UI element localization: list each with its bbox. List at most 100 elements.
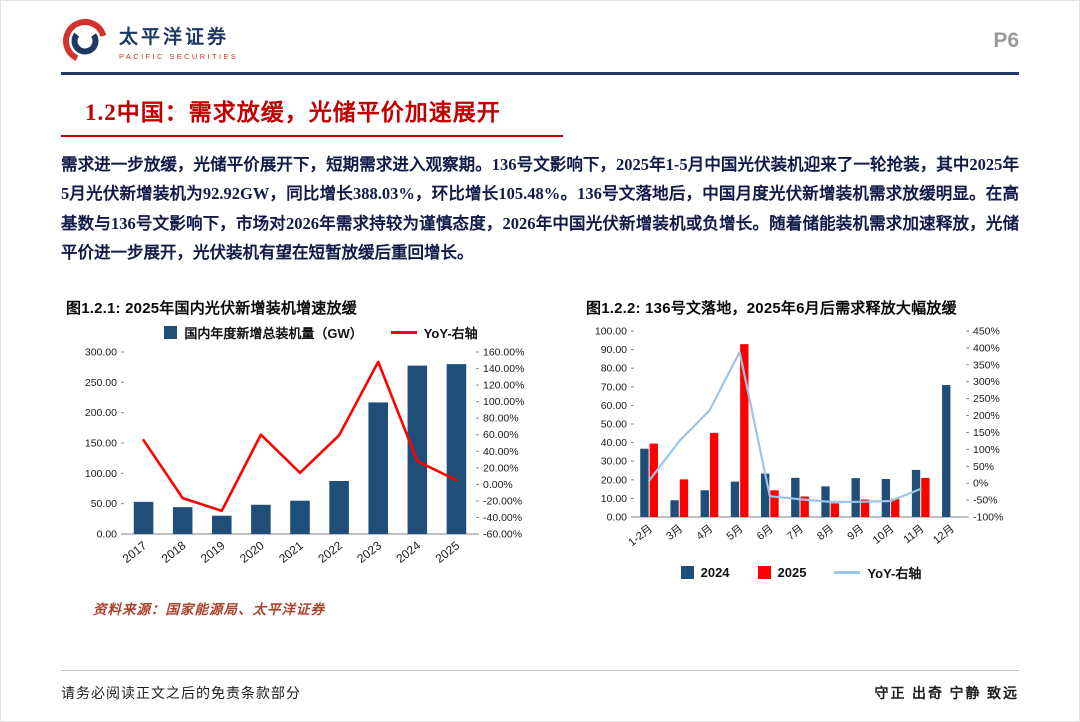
svg-text:50.00: 50.00 <box>91 499 117 511</box>
svg-text:-40.00%: -40.00% <box>483 512 522 524</box>
svg-text:150%: 150% <box>973 427 1000 439</box>
svg-text:2025: 2025 <box>433 539 463 567</box>
svg-text:2020: 2020 <box>237 539 267 567</box>
bar-swatch-icon <box>757 566 771 580</box>
legend-label: YoY-右轴 <box>867 566 922 582</box>
brand-text: 太平洋证券 PACIFIC SECURITIES <box>119 22 238 61</box>
svg-text:2022: 2022 <box>315 539 345 567</box>
svg-text:100.00: 100.00 <box>85 468 117 480</box>
bar-swatch-icon <box>680 566 694 580</box>
charts-row: 图1.2.1: 2025年国内光伏新增装机增速放缓 国内年度新增总装机量（GW）… <box>61 297 1019 582</box>
legend-item-yoy: YoY-右轴 <box>390 323 478 342</box>
svg-text:20.00: 20.00 <box>601 475 627 487</box>
monthly-chart-legend: 2024 2025 YoY-右轴 <box>586 563 1016 582</box>
legend-label: 2025 <box>777 565 807 581</box>
svg-text:-60.00%: -60.00% <box>483 529 522 541</box>
svg-text:70.00: 70.00 <box>601 382 627 394</box>
legend-label: 2024 <box>700 565 730 581</box>
chart-title: 图1.2.1: 2025年国内光伏新增装机增速放缓 <box>66 300 357 318</box>
svg-text:0.00: 0.00 <box>607 512 628 524</box>
svg-text:40.00%: 40.00% <box>483 446 519 458</box>
svg-text:11月: 11月 <box>902 523 927 546</box>
svg-text:50%: 50% <box>973 461 994 473</box>
svg-text:250.00: 250.00 <box>85 377 117 389</box>
svg-text:160.00%: 160.00% <box>483 347 524 359</box>
svg-text:80.00%: 80.00% <box>483 413 519 425</box>
svg-text:2017: 2017 <box>120 539 150 567</box>
svg-text:1-2月: 1-2月 <box>626 523 655 549</box>
legend-label: 国内年度新增总装机量（GW） <box>184 326 363 342</box>
svg-text:120.00%: 120.00% <box>483 380 524 392</box>
brand-name: 太平洋证券 <box>119 26 230 48</box>
svg-text:2019: 2019 <box>198 539 228 567</box>
brand-subtitle: PACIFIC SECURITIES <box>119 51 239 61</box>
svg-text:300.00: 300.00 <box>85 347 117 359</box>
footer: 请务必阅读正文之后的免责条款部分 守正 出奇 宁静 致远 <box>61 683 1019 703</box>
source-note: 资料来源：国家能源局、太平洋证券 <box>93 602 325 618</box>
svg-text:2018: 2018 <box>159 539 189 567</box>
svg-text:-50%: -50% <box>973 495 998 507</box>
svg-text:400%: 400% <box>973 343 1000 355</box>
legend-item-2024: 2024 <box>680 565 730 581</box>
svg-text:2024: 2024 <box>394 539 424 567</box>
svg-text:12月: 12月 <box>931 523 957 547</box>
svg-text:-100%: -100% <box>973 512 1003 524</box>
svg-text:0%: 0% <box>973 478 988 490</box>
svg-text:10月: 10月 <box>871 523 897 547</box>
svg-text:7月: 7月 <box>785 523 806 543</box>
line-swatch-icon <box>390 331 417 335</box>
annual-install-chart: 0.00 50.00 100.00 150.00 200.00 250.00 300.00 -… <box>85 347 525 567</box>
svg-text:60.00: 60.00 <box>601 400 627 412</box>
svg-text:90.00: 90.00 <box>601 345 627 357</box>
svg-text:100%: 100% <box>973 444 1000 456</box>
legend-item-installed-capacity: 国内年度新增总装机量（GW） <box>164 323 363 342</box>
svg-text:350%: 350% <box>973 360 1000 372</box>
brand: 太平洋证券 PACIFIC SECURITIES <box>61 17 238 65</box>
svg-text:50.00: 50.00 <box>601 419 627 431</box>
monthly-install-chart: 0.00 10.00 20.00 30.00 40.00 50.00 60.00 70.00 8… <box>595 326 1003 549</box>
svg-text:60.00%: 60.00% <box>483 430 519 442</box>
chart-title: 图1.2.2: 136号文落地，2025年6月后需求释放大幅放缓 <box>586 300 957 318</box>
title-underline <box>61 135 563 137</box>
svg-text:0.00%: 0.00% <box>483 479 513 491</box>
svg-text:9月: 9月 <box>845 523 866 543</box>
disclaimer-text: 请务必阅读正文之后的免责条款部分 <box>61 687 301 702</box>
svg-text:150.00: 150.00 <box>85 438 117 450</box>
legend-label: YoY-右轴 <box>423 326 478 342</box>
svg-text:8月: 8月 <box>815 523 836 543</box>
svg-text:-20.00%: -20.00% <box>483 496 522 508</box>
legend-item-2025: 2025 <box>757 565 807 581</box>
svg-text:200%: 200% <box>973 410 1000 422</box>
motto-text: 守正 出奇 宁静 致远 <box>874 687 1019 702</box>
header: 太平洋证券 PACIFIC SECURITIES P6 <box>61 1 1019 65</box>
chart-annual-installs: 图1.2.1: 2025年国内光伏新增装机增速放缓 国内年度新增总装机量（GW）… <box>66 297 546 582</box>
svg-text:4月: 4月 <box>694 523 715 543</box>
svg-text:450%: 450% <box>973 326 1000 338</box>
body-paragraph: 需求进一步放缓，光储平价展开下，短期需求进入观察期。136号文影响下，2025年… <box>61 155 1019 263</box>
svg-text:10.00: 10.00 <box>601 493 627 505</box>
svg-text:3月: 3月 <box>664 523 685 543</box>
company-logo-icon <box>63 19 107 63</box>
svg-text:300%: 300% <box>973 377 1000 389</box>
svg-text:6月: 6月 <box>755 523 776 543</box>
svg-text:0.00: 0.00 <box>97 529 118 541</box>
svg-text:2023: 2023 <box>354 539 384 567</box>
svg-text:30.00: 30.00 <box>601 456 627 468</box>
chart-monthly-installs: 图1.2.2: 136号文落地，2025年6月后需求释放大幅放缓 0.00 10.… <box>586 297 1016 582</box>
svg-text:140.00%: 140.00% <box>483 363 524 375</box>
section-title: 1.2中国：需求放缓，光储平价加速展开 <box>85 100 501 125</box>
svg-text:100.00: 100.00 <box>595 326 627 338</box>
annual-chart-legend: 国内年度新增总装机量（GW） YoY-右轴 <box>96 323 546 342</box>
svg-text:100.00%: 100.00% <box>483 397 524 409</box>
svg-text:200.00: 200.00 <box>85 408 117 420</box>
svg-text:5月: 5月 <box>725 523 746 543</box>
svg-text:250%: 250% <box>973 394 1000 406</box>
footer-divider <box>61 670 1019 671</box>
svg-text:40.00: 40.00 <box>601 438 627 450</box>
line-swatch-icon <box>834 571 861 575</box>
page-number: P6 <box>993 29 1019 52</box>
bar-swatch-icon <box>164 326 178 340</box>
header-divider <box>61 72 1019 75</box>
svg-text:2021: 2021 <box>276 539 306 567</box>
